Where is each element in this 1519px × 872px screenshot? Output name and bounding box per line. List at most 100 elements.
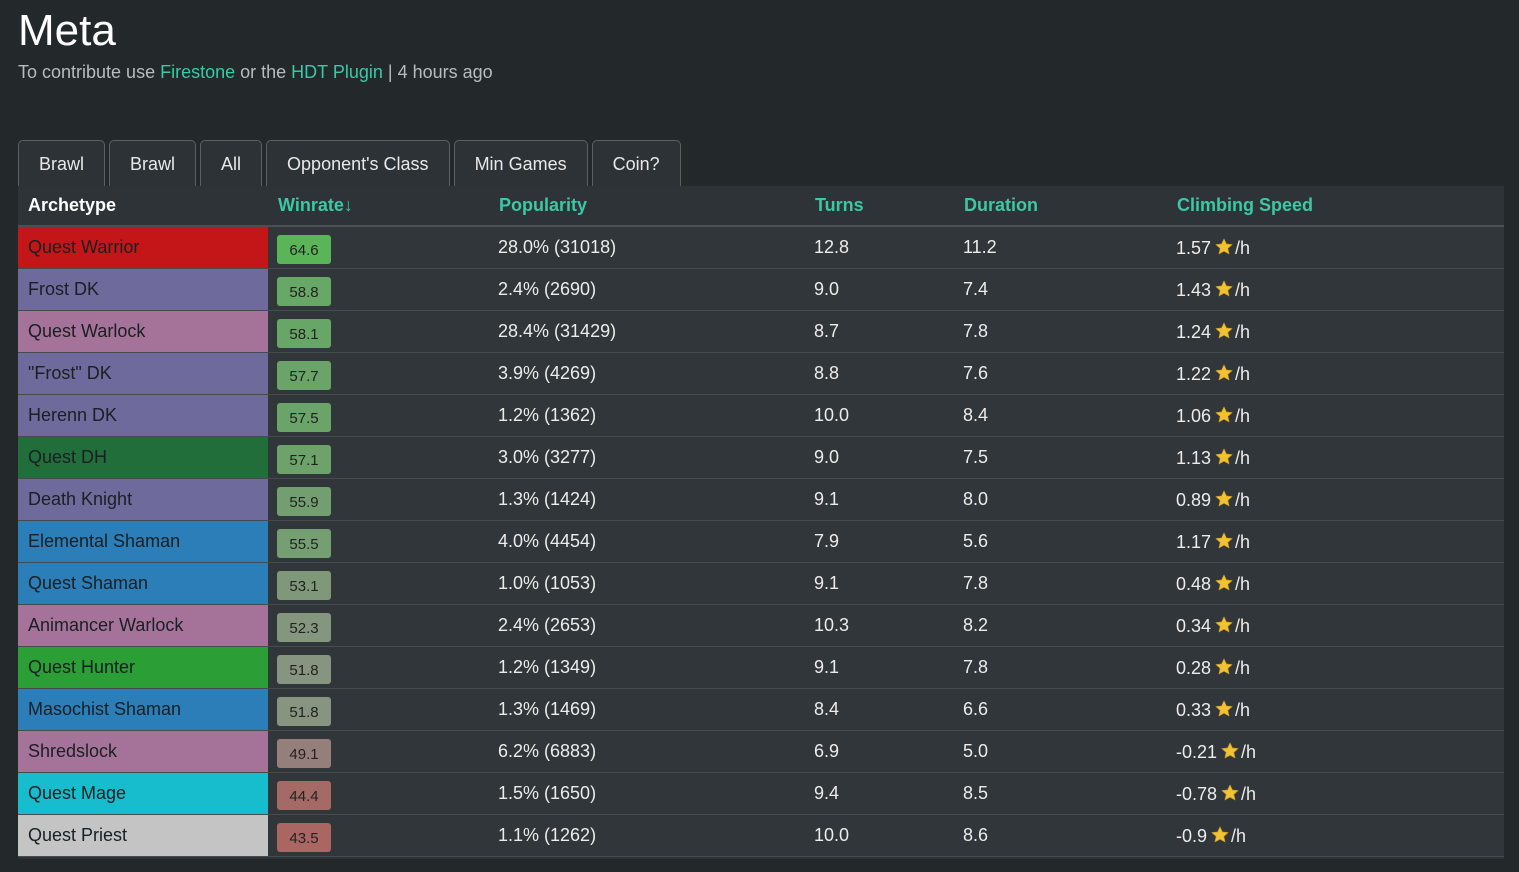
- archetype-cell[interactable]: Shredslock: [18, 730, 268, 773]
- archetype-cell[interactable]: Quest Hunter: [18, 646, 268, 689]
- duration-cell: 7.8: [954, 646, 1167, 689]
- archetype-cell[interactable]: Frost DK: [18, 268, 268, 311]
- table-row[interactable]: Quest Warrior 64.6 28.0% (31018) 12.8 11.2 1.…: [18, 226, 1504, 269]
- winrate-badge: 55.5: [277, 528, 331, 558]
- archetype-cell[interactable]: Masochist Shaman: [18, 688, 268, 731]
- subtitle-prefix: To contribute use: [18, 62, 161, 82]
- star-icon: [1214, 321, 1234, 341]
- popularity-cell: 1.5% (1650): [489, 772, 805, 815]
- winrate-badge: 52.3: [277, 612, 331, 642]
- archetype-cell[interactable]: Quest Mage: [18, 772, 268, 815]
- star-icon: [1214, 573, 1234, 593]
- archetype-cell[interactable]: Quest Warlock: [18, 310, 268, 353]
- star-icon: [1214, 657, 1234, 677]
- climbing-speed-cell: 1.43/h: [1167, 268, 1504, 311]
- turns-cell: 9.1: [805, 646, 954, 689]
- hdt-plugin-link[interactable]: HDT Plugin: [291, 62, 383, 82]
- climbing-speed-cell: 1.24/h: [1167, 310, 1504, 353]
- column-header-climbing-speed[interactable]: Climbing Speed: [1167, 186, 1504, 227]
- star-icon: [1220, 741, 1240, 761]
- archetype-cell[interactable]: Herenn DK: [18, 394, 268, 437]
- table-row[interactable]: Masochist Shaman 51.8 1.3% (1469) 8.4 6.6 0.3…: [18, 688, 1504, 731]
- climbing-speed-cell: 1.06/h: [1167, 394, 1504, 437]
- archetype-cell[interactable]: Quest Shaman: [18, 562, 268, 605]
- duration-cell: 7.8: [954, 310, 1167, 353]
- filter-game-type-button[interactable]: Brawl: [18, 140, 106, 186]
- turns-cell: 9.4: [805, 772, 954, 815]
- popularity-cell: 1.3% (1469): [489, 688, 805, 731]
- climbing-speed-value: 1.22: [1176, 363, 1212, 384]
- page-subtitle: To contribute use Firestone or the HDT P…: [18, 60, 493, 84]
- climbing-speed-value: 0.48: [1176, 573, 1212, 594]
- table-row[interactable]: Frost DK 58.8 2.4% (2690) 9.0 7.4 1.43/h: [18, 268, 1504, 311]
- winrate-cell: 49.1: [268, 730, 489, 773]
- column-header-turns[interactable]: Turns: [805, 186, 954, 227]
- firestone-link[interactable]: Firestone: [160, 62, 236, 82]
- table-row[interactable]: Animancer Warlock 52.3 2.4% (2653) 10.3 8.2 0…: [18, 604, 1504, 647]
- winrate-cell: 58.8: [268, 268, 489, 311]
- column-header-archetype[interactable]: Archetype: [18, 186, 268, 227]
- turns-cell: 10.0: [805, 394, 954, 437]
- archetype-name: Death Knight: [28, 489, 133, 509]
- star-icon: [1214, 363, 1234, 383]
- winrate-cell: 52.3: [268, 604, 489, 647]
- archetype-cell[interactable]: Elemental Shaman: [18, 520, 268, 563]
- table-row[interactable]: Death Knight 55.9 1.3% (1424) 9.1 8.0 0.89/h: [18, 478, 1504, 521]
- filter-opponent-class-button[interactable]: Opponent's Class: [266, 140, 450, 186]
- table-row[interactable]: Quest Mage 44.4 1.5% (1650) 9.4 8.5 -0.78/h: [18, 772, 1504, 815]
- climbing-speed-value: 0.89: [1176, 489, 1212, 510]
- table-row[interactable]: Herenn DK 57.5 1.2% (1362) 10.0 8.4 1.06/h: [18, 394, 1504, 437]
- climbing-speed-value: 0.33: [1176, 699, 1212, 720]
- turns-cell: 9.0: [805, 268, 954, 311]
- column-header-winrate[interactable]: Winrate↓: [268, 186, 489, 227]
- table-row[interactable]: Quest Warlock 58.1 28.4% (31429) 8.7 7.8 1.24…: [18, 310, 1504, 353]
- table-row[interactable]: Elemental Shaman 55.5 4.0% (4454) 7.9 5.6 1.1…: [18, 520, 1504, 563]
- popularity-cell: 28.0% (31018): [489, 226, 805, 269]
- archetype-name: Animancer Warlock: [28, 615, 184, 635]
- column-header-duration[interactable]: Duration: [954, 186, 1167, 227]
- archetype-name: Quest Shaman: [28, 573, 149, 593]
- popularity-cell: 28.4% (31429): [489, 310, 805, 353]
- climbing-speed-unit: /h: [1235, 657, 1251, 678]
- table-row[interactable]: Quest Priest 43.5 1.1% (1262) 10.0 8.6 -0.9/h: [18, 814, 1504, 857]
- climbing-speed-unit: /h: [1241, 783, 1257, 804]
- climbing-speed-cell: 0.48/h: [1167, 562, 1504, 605]
- filter-min-games-button[interactable]: Min Games: [453, 140, 588, 186]
- popularity-cell: 1.2% (1362): [489, 394, 805, 437]
- table-row[interactable]: Quest Shaman 53.1 1.0% (1053) 9.1 7.8 0.48/h: [18, 562, 1504, 605]
- subtitle-mid: or the: [235, 62, 292, 82]
- duration-cell: 8.2: [954, 604, 1167, 647]
- climbing-speed-unit: /h: [1235, 447, 1251, 468]
- climbing-speed-cell: -0.9/h: [1167, 814, 1504, 857]
- table-row[interactable]: Quest DH 57.1 3.0% (3277) 9.0 7.5 1.13/h: [18, 436, 1504, 479]
- winrate-cell: 57.7: [268, 352, 489, 395]
- archetype-cell[interactable]: Death Knight: [18, 478, 268, 521]
- archetype-cell[interactable]: Quest Warrior: [18, 226, 268, 269]
- climbing-speed-cell: 0.33/h: [1167, 688, 1504, 731]
- archetype-cell[interactable]: "Frost" DK: [18, 352, 268, 395]
- popularity-cell: 1.2% (1349): [489, 646, 805, 689]
- filter-bar: Brawl Brawl All Opponent's Class Min Gam…: [18, 140, 681, 186]
- climbing-speed-cell: 0.28/h: [1167, 646, 1504, 689]
- column-header-popularity[interactable]: Popularity: [489, 186, 805, 227]
- popularity-cell: 2.4% (2690): [489, 268, 805, 311]
- filter-period-button[interactable]: All: [200, 140, 263, 186]
- climbing-speed-unit: /h: [1235, 615, 1251, 636]
- duration-cell: 11.2: [954, 226, 1167, 269]
- table-row[interactable]: Quest Hunter 51.8 1.2% (1349) 9.1 7.8 0.28/h: [18, 646, 1504, 689]
- winrate-cell: 64.6: [268, 226, 489, 269]
- archetype-name: Masochist Shaman: [28, 699, 182, 719]
- archetype-cell[interactable]: Animancer Warlock: [18, 604, 268, 647]
- winrate-badge: 55.9: [277, 486, 331, 516]
- archetype-name: Frost DK: [28, 279, 100, 299]
- filter-coin-button[interactable]: Coin?: [591, 140, 681, 186]
- table-row[interactable]: "Frost" DK 57.7 3.9% (4269) 8.8 7.6 1.22/h: [18, 352, 1504, 395]
- archetype-cell[interactable]: Quest Priest: [18, 814, 268, 857]
- table-row[interactable]: Shredslock 49.1 6.2% (6883) 6.9 5.0 -0.21/h: [18, 730, 1504, 773]
- filter-rank-button[interactable]: Brawl: [109, 140, 197, 186]
- archetype-cell[interactable]: Quest DH: [18, 436, 268, 479]
- winrate-badge: 44.4: [277, 780, 331, 810]
- climbing-speed-value: 1.24: [1176, 321, 1212, 342]
- climbing-speed-value: 1.13: [1176, 447, 1212, 468]
- climbing-speed-value: 1.17: [1176, 531, 1212, 552]
